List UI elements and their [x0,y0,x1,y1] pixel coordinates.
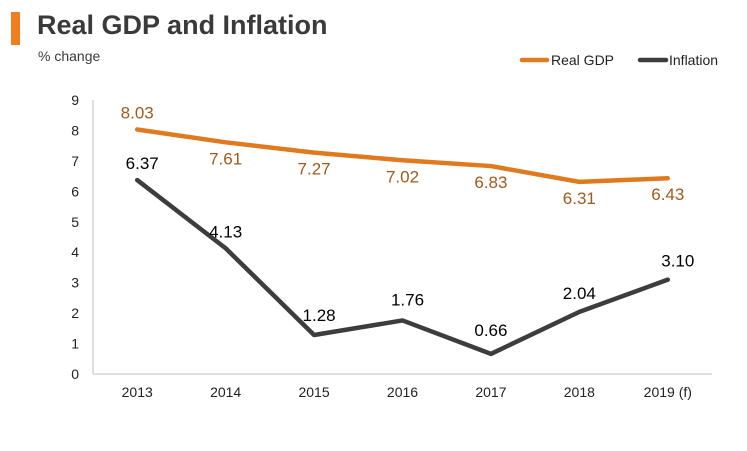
title-accent-bar [11,12,20,45]
chart-series [134,127,671,357]
chart-title: Real GDP and Inflation [37,10,328,40]
y-tick-label: 2 [71,305,79,321]
chart-legend: Real GDP Inflation [519,52,718,68]
data-label-inflation: 3.10 [661,252,694,271]
data-label-inflation: 1.76 [391,290,424,309]
legend-label-real-gdp: Real GDP [551,52,614,68]
chart-axes: 0 1 2 3 4 5 6 7 8 9 2013 2014 2015 2016 2017 2018 2019 (… [71,92,712,400]
chart-data-labels: 8.03 7.61 7.27 7.02 6.83 6.31 6.43 6.37 4.13 1.28… [121,104,695,340]
chart-subtitle: % change [38,48,101,64]
series-line-inflation [134,177,671,357]
y-tick-label: 6 [71,183,79,199]
x-tick-label: 2016 [387,384,418,400]
data-label-inflation: 6.37 [126,154,159,173]
data-label-inflation: 0.66 [474,321,507,340]
y-tick-label: 0 [71,366,79,382]
data-label-real-gdp: 8.03 [121,104,154,123]
x-tick-label: 2014 [210,384,241,400]
data-label-inflation: 1.28 [303,306,336,325]
x-tick-label: 2019 (f) [644,384,692,400]
data-label-real-gdp: 6.31 [563,189,596,208]
y-tick-label: 1 [71,336,79,352]
data-label-inflation: 4.13 [209,222,242,241]
y-tick-label: 7 [71,153,79,169]
data-label-real-gdp: 7.27 [298,160,331,179]
y-tick-label: 9 [71,92,79,108]
data-label-real-gdp: 7.02 [386,167,419,186]
x-tick-label: 2015 [298,384,329,400]
series-line-real-gdp [134,127,671,185]
data-label-real-gdp: 6.83 [474,173,507,192]
y-tick-label: 5 [71,214,79,230]
x-tick-label: 2017 [475,384,506,400]
legend-label-inflation: Inflation [669,52,718,68]
data-label-real-gdp: 6.43 [651,185,684,204]
y-tick-label: 3 [71,275,79,291]
data-label-inflation: 2.04 [563,284,596,303]
x-tick-label: 2013 [122,384,153,400]
x-tick-label: 2018 [564,384,595,400]
y-tick-label: 8 [71,122,79,138]
data-label-real-gdp: 7.61 [209,149,242,168]
y-tick-label: 4 [71,244,79,260]
